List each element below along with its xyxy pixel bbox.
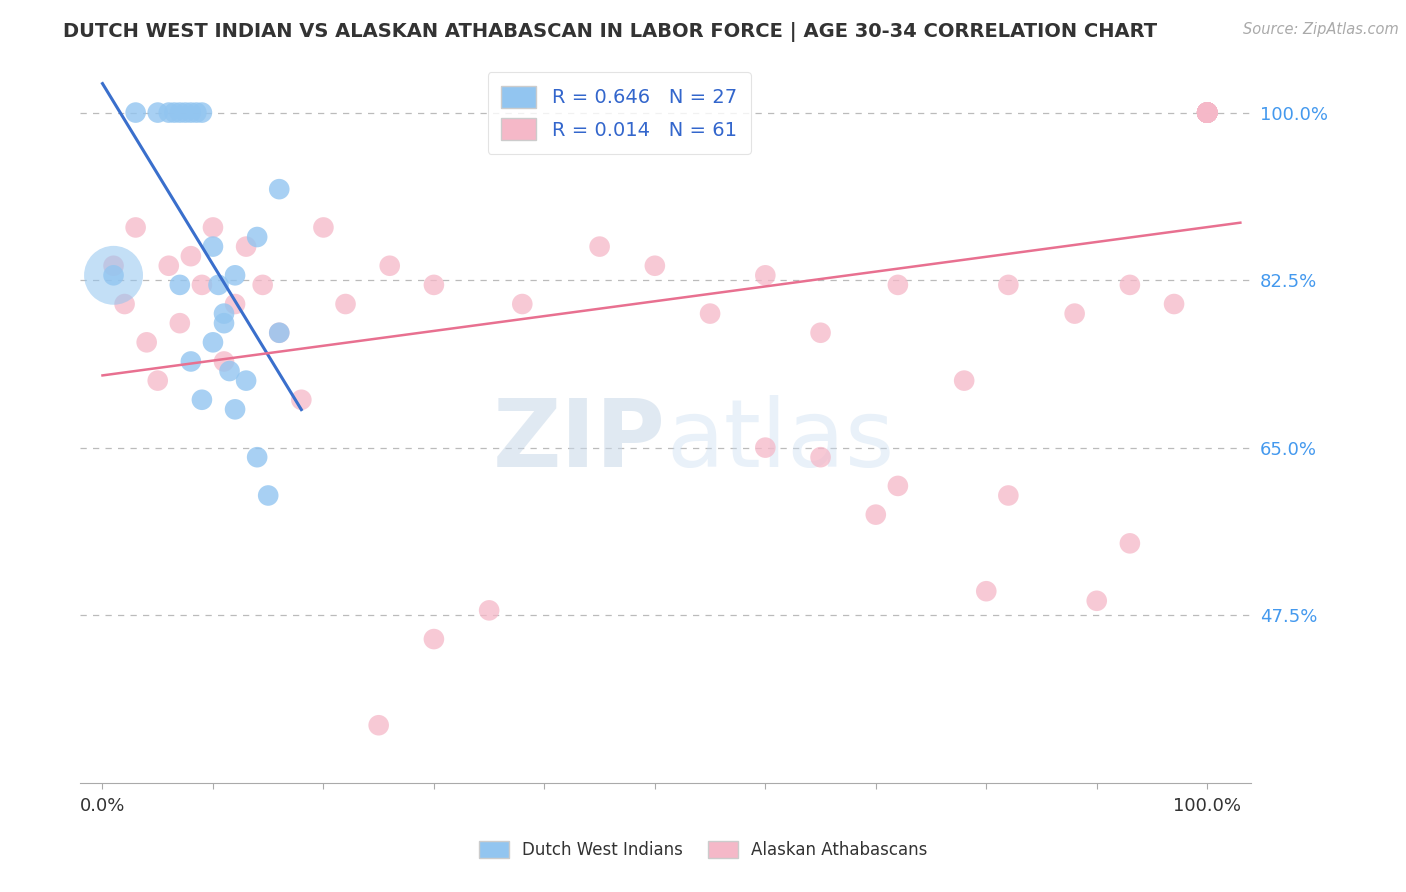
Point: [180, 249, 202, 263]
Point: [1197, 105, 1219, 120]
Point: [1197, 105, 1219, 120]
Point: [1197, 105, 1219, 120]
Point: [124, 220, 146, 235]
Point: [257, 488, 280, 502]
Point: [1197, 105, 1219, 120]
Point: [174, 105, 197, 120]
Point: [235, 374, 257, 388]
Point: [1197, 105, 1219, 120]
Point: [218, 364, 240, 378]
Point: [269, 326, 291, 340]
Point: [114, 297, 136, 311]
Point: [997, 277, 1019, 292]
Point: [1197, 105, 1219, 120]
Point: [224, 402, 246, 417]
Point: [191, 392, 214, 407]
Text: ZIP: ZIP: [494, 395, 666, 487]
Point: [135, 335, 157, 350]
Point: [103, 259, 125, 273]
Point: [224, 268, 246, 283]
Point: [754, 441, 776, 455]
Point: [207, 277, 229, 292]
Point: [212, 307, 235, 321]
Point: [246, 450, 269, 465]
Point: [180, 354, 202, 368]
Point: [269, 182, 291, 196]
Point: [1085, 594, 1108, 608]
Point: [423, 632, 446, 646]
Point: [201, 220, 224, 235]
Point: [212, 316, 235, 330]
Point: [1119, 277, 1142, 292]
Point: [224, 297, 246, 311]
Point: [378, 259, 401, 273]
Point: [1197, 105, 1219, 120]
Point: [644, 259, 666, 273]
Point: [1197, 105, 1219, 120]
Point: [1197, 105, 1219, 120]
Point: [124, 105, 146, 120]
Point: [1197, 105, 1219, 120]
Point: [201, 239, 224, 253]
Point: [423, 277, 446, 292]
Point: [335, 297, 357, 311]
Point: [103, 268, 125, 283]
Legend: R = 0.646   N = 27, R = 0.014   N = 61: R = 0.646 N = 27, R = 0.014 N = 61: [488, 72, 751, 154]
Point: [246, 230, 269, 244]
Point: [169, 277, 191, 292]
Point: [367, 718, 389, 732]
Text: Source: ZipAtlas.com: Source: ZipAtlas.com: [1243, 22, 1399, 37]
Point: [146, 105, 169, 120]
Point: [191, 105, 214, 120]
Point: [1197, 105, 1219, 120]
Point: [997, 488, 1019, 502]
Point: [478, 603, 501, 617]
Point: [1163, 297, 1185, 311]
Point: [865, 508, 887, 522]
Point: [180, 105, 202, 120]
Point: [212, 354, 235, 368]
Point: [1063, 307, 1085, 321]
Point: [1197, 105, 1219, 120]
Point: [510, 297, 533, 311]
Point: [191, 277, 214, 292]
Point: [169, 105, 191, 120]
Point: [235, 239, 257, 253]
Point: [699, 307, 721, 321]
Point: [269, 326, 291, 340]
Legend: Dutch West Indians, Alaskan Athabascans: Dutch West Indians, Alaskan Athabascans: [472, 834, 934, 866]
Point: [163, 105, 186, 120]
Text: atlas: atlas: [666, 395, 894, 487]
Point: [588, 239, 610, 253]
Point: [1197, 105, 1219, 120]
Point: [887, 479, 910, 493]
Point: [1119, 536, 1142, 550]
Point: [953, 374, 976, 388]
Point: [810, 450, 832, 465]
Point: [1197, 105, 1219, 120]
Point: [1197, 105, 1219, 120]
Point: [201, 335, 224, 350]
Text: DUTCH WEST INDIAN VS ALASKAN ATHABASCAN IN LABOR FORCE | AGE 30-34 CORRELATION C: DUTCH WEST INDIAN VS ALASKAN ATHABASCAN …: [63, 22, 1157, 42]
Point: [1197, 105, 1219, 120]
Point: [312, 220, 335, 235]
Point: [186, 105, 208, 120]
Point: [1197, 105, 1219, 120]
Point: [810, 326, 832, 340]
Point: [252, 277, 274, 292]
Point: [974, 584, 997, 599]
Point: [146, 374, 169, 388]
Point: [887, 277, 910, 292]
Point: [754, 268, 776, 283]
Point: [103, 268, 125, 283]
Point: [157, 259, 180, 273]
Point: [157, 105, 180, 120]
Point: [169, 316, 191, 330]
Point: [290, 392, 312, 407]
Point: [1197, 105, 1219, 120]
